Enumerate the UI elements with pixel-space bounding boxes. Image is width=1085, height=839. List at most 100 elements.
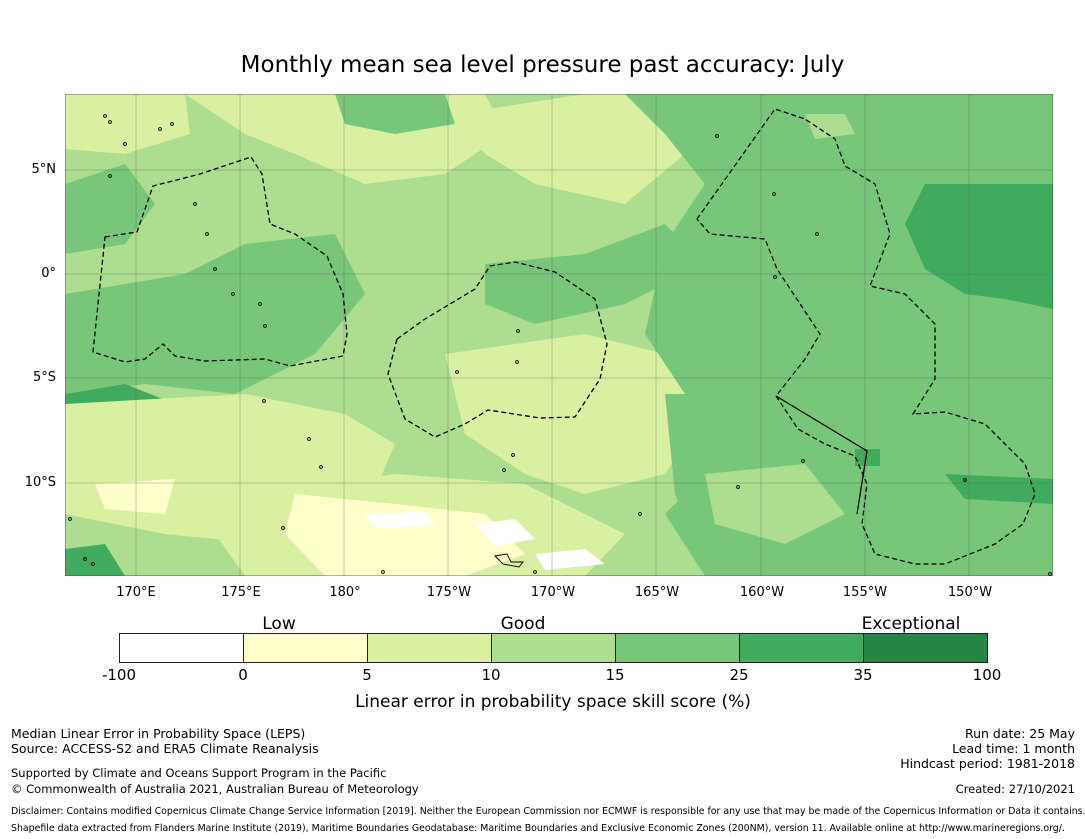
skill-region-12 [95,479,175,514]
island-6 [193,202,197,206]
island-samoa [494,553,524,568]
lat-label-5s: 5°S [32,370,56,385]
skill-region-6 [335,94,455,134]
eez-boundaries [92,108,1036,565]
island-10 [258,302,262,306]
colorbar-seg-neg100-0 [120,634,244,662]
island-3 [170,122,174,126]
lon-label-155w: 155°W [842,585,888,600]
footer-run-date: Run date: 25 May [964,726,1075,741]
lat-label-10s: 10°S [24,475,56,490]
island-33 [381,570,385,574]
island-14 [455,370,459,374]
island-15 [511,453,515,457]
eez-dashed-2 [696,108,1036,565]
skill-map [65,94,1053,576]
lon-label-180: 180° [329,585,361,600]
map-title: Monthly mean sea level pressure past acc… [240,52,845,78]
footer-support: Supported by Climate and Oceans Support … [11,766,387,780]
lon-label-170e: 170°E [116,585,156,600]
footer-shapefile-credit: Shapefile data extracted from Flanders M… [11,823,1065,834]
eez-solid-0 [775,395,868,515]
skill-region-8 [445,334,705,494]
legend-group-low: Low [262,614,296,634]
lon-label-160w: 160°W [739,585,785,600]
island-7 [205,232,209,236]
skill-region-11 [285,494,525,576]
island-2 [158,127,162,131]
lat-label-5n: 5°N [31,162,57,177]
skill-region-20 [855,449,880,466]
skill-region-22 [805,114,855,139]
skill-region-15 [535,549,605,570]
colorbar [119,633,988,663]
island-34 [533,570,537,574]
footer-hindcast: Hindcast period: 1981-2018 [900,756,1075,771]
island-30 [68,517,72,521]
lon-label-165w: 165°W [634,585,680,600]
colorbar-seg-25-35 [740,634,864,662]
island-8 [213,267,217,271]
colorbar-tick-neg100: -100 [101,666,137,684]
island-1 [108,120,112,124]
island-24 [773,275,777,279]
island-32 [91,562,95,566]
footer-created: Created: 27/10/2021 [955,782,1075,796]
colorbar-label: Linear error in probability space skill … [355,692,751,712]
island-5 [108,174,112,178]
island-outlines [68,114,1052,576]
skill-region-1 [65,164,155,254]
island-0 [103,114,107,118]
colorbar-tick-0: 0 [238,666,248,684]
island-4 [123,142,127,146]
lon-label-175e: 175°E [221,585,261,600]
eez-dashed-0 [92,156,348,367]
island-23 [815,232,819,236]
island-26 [736,485,740,489]
island-18 [319,465,323,469]
island-17 [307,437,311,441]
island-22 [772,192,776,196]
footer-lead-time: Lead time: 1 month [952,741,1075,756]
legend-group-good: Good [500,614,546,634]
island-12 [516,329,520,333]
colorbar-seg-5-10 [368,634,492,662]
colorbar-tick-5: 5 [362,666,372,684]
footer-source: Source: ACCESS-S2 and ERA5 Climate Reana… [11,741,319,756]
skill-region-23 [705,464,845,544]
skill-region-0 [65,94,190,154]
legend-group-exceptional: Exceptional [861,614,961,634]
island-19 [262,399,266,403]
colorbar-seg-10-15 [492,634,616,662]
skill-region-21 [65,544,125,576]
island-20 [281,526,285,530]
lat-label-0: 0° [41,266,56,281]
island-11 [263,324,267,328]
skill-region-19 [945,474,1053,504]
colorbar-tick-25: 25 [729,666,749,684]
colorbar-tick-15: 15 [605,666,625,684]
island-28 [963,478,967,482]
lon-label-170w: 170°W [530,585,576,600]
island-13 [515,360,519,364]
skill-region-5 [455,94,685,204]
island-31 [83,557,87,561]
map-gridlines [65,94,1053,576]
colorbar-seg-15-25 [616,634,740,662]
footer-method: Median Linear Error in Probability Space… [11,726,306,741]
footer-disclaimer: Disclaimer: Contains modified Copernicus… [11,806,1085,817]
island-27 [801,459,805,463]
colorbar-seg-0-5 [244,634,368,662]
colorbar-tick-10: 10 [481,666,501,684]
skill-region-13 [365,512,435,528]
colorbar-tick-35: 35 [853,666,873,684]
island-21 [715,134,719,138]
eez-dashed-1 [387,261,608,438]
skill-region-18 [905,184,1053,309]
island-29 [1048,572,1052,576]
lon-label-175w: 175°W [426,585,472,600]
lon-label-150w: 150°W [947,585,993,600]
island-25 [638,512,642,516]
colorbar-seg-35-100 [864,634,987,662]
skill-score-fill [65,94,1053,576]
